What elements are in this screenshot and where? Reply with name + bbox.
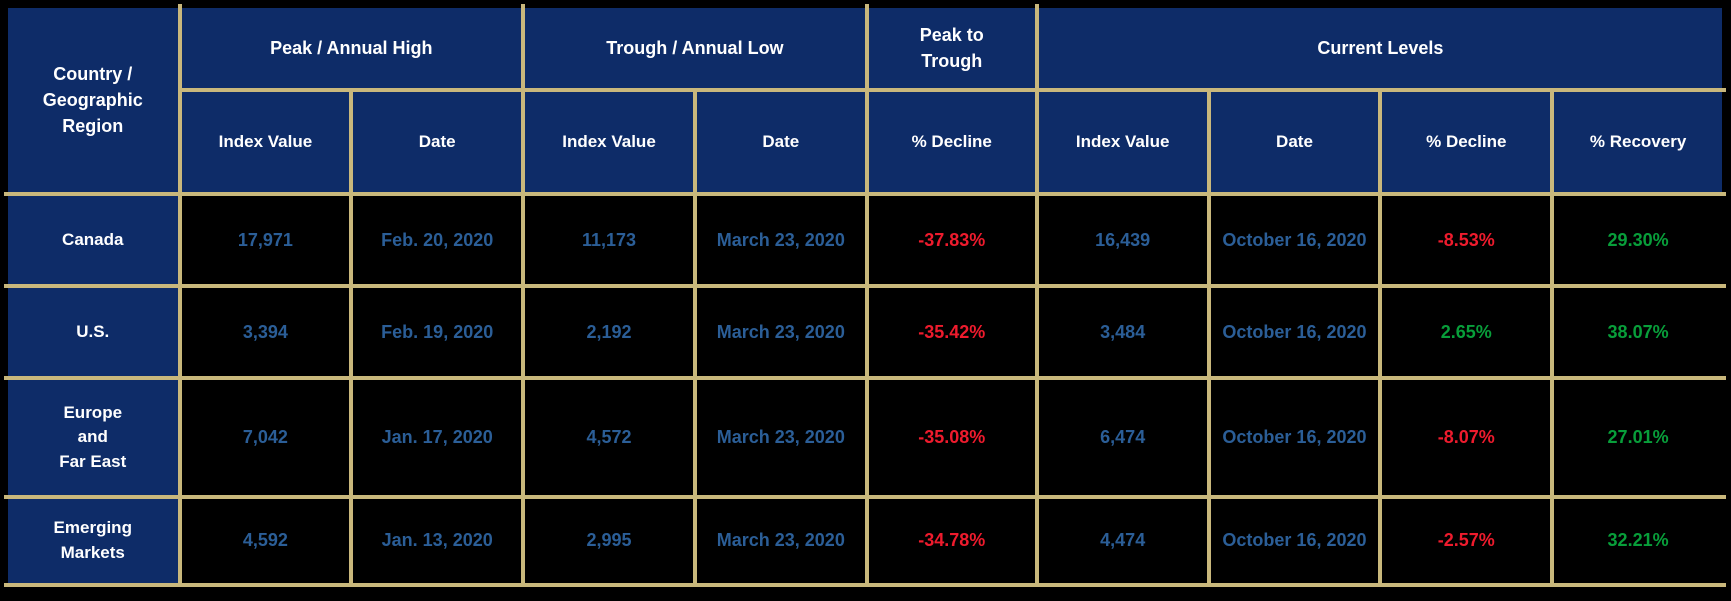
cell-current-decline: -8.07% xyxy=(1378,376,1555,499)
subheader-peak-to-trough-decline: % Decline xyxy=(864,88,1039,196)
cell-peak-date: Feb. 19, 2020 xyxy=(349,284,526,381)
cell-current-index: 3,484 xyxy=(1034,284,1211,381)
cell-current-date: October 16, 2020 xyxy=(1206,494,1383,588)
market-performance-table: Country / Geographic Region Peak / Annua… xyxy=(4,4,1727,588)
cell-trough-date: March 23, 2020 xyxy=(692,494,869,588)
cell-recovery: 32.21% xyxy=(1550,494,1726,588)
cell-current-decline: -2.57% xyxy=(1378,494,1555,588)
cell-peak-index: 17,971 xyxy=(177,191,354,289)
cell-trough-date: March 23, 2020 xyxy=(692,376,869,499)
cell-peak-date: Jan. 13, 2020 xyxy=(349,494,526,588)
row-label-us: U.S. xyxy=(4,284,182,381)
table-row-us: U.S. 3,394 Feb. 19, 2020 2,192 March 23,… xyxy=(4,284,1726,381)
cell-trough-index: 2,995 xyxy=(521,494,697,588)
cell-trough-index: 4,572 xyxy=(521,376,697,499)
header-group-row: Country / Geographic Region Peak / Annua… xyxy=(4,4,1727,196)
cell-current-index: 16,439 xyxy=(1034,191,1211,289)
cell-peak-date: Feb. 20, 2020 xyxy=(349,191,526,289)
header-sub-row: Index Value Date Index Value Date % Decl… xyxy=(6,88,1726,196)
subheader-peak-index-value: Index Value xyxy=(177,88,354,196)
cell-peak-date: Jan. 17, 2020 xyxy=(349,376,526,499)
cell-peak-index: 3,394 xyxy=(177,284,354,381)
cell-peak-to-trough-decline: -35.42% xyxy=(864,284,1039,381)
cell-current-index: 6,474 xyxy=(1034,376,1211,499)
row-label-canada: Canada xyxy=(4,191,182,289)
subheader-current-date: Date xyxy=(1206,88,1383,196)
subheader-current-index-value: Index Value xyxy=(1034,88,1211,196)
cell-peak-to-trough-decline: -37.83% xyxy=(864,191,1039,289)
subheader-current-decline: % Decline xyxy=(1378,88,1555,196)
col-group-current-levels: Current Levels xyxy=(1034,4,1727,92)
cell-current-index: 4,474 xyxy=(1034,494,1211,588)
col-header-country-region: Country / Geographic Region xyxy=(4,4,182,196)
col-group-peak-annual-high: Peak / Annual High xyxy=(177,4,526,92)
col-group-peak-to-trough: Peak to Trough xyxy=(864,4,1039,92)
cell-peak-index: 7,042 xyxy=(177,376,354,499)
row-label-emerging-markets: Emerging Markets xyxy=(4,494,182,588)
cell-trough-index: 2,192 xyxy=(521,284,697,381)
cell-peak-index: 4,592 xyxy=(177,494,354,588)
subheader-recovery: % Recovery xyxy=(1550,88,1726,196)
cell-current-date: October 16, 2020 xyxy=(1206,376,1383,499)
cell-peak-to-trough-decline: -35.08% xyxy=(864,376,1039,499)
cell-current-date: October 16, 2020 xyxy=(1206,284,1383,381)
cell-current-date: October 16, 2020 xyxy=(1206,191,1383,289)
table-row-emerging-markets: Emerging Markets 4,592 Jan. 13, 2020 2,9… xyxy=(4,494,1726,588)
table-row-europe-far-east: Europe and Far East 7,042 Jan. 17, 2020 … xyxy=(4,376,1726,499)
cell-recovery: 38.07% xyxy=(1550,284,1726,381)
cell-recovery: 29.30% xyxy=(1550,191,1726,289)
subheader-peak-date: Date xyxy=(349,88,526,196)
table-row-canada: Canada 17,971 Feb. 20, 2020 11,173 March… xyxy=(4,191,1726,289)
cell-current-decline: 2.65% xyxy=(1378,284,1555,381)
cell-trough-date: March 23, 2020 xyxy=(692,191,869,289)
cell-current-decline: -8.53% xyxy=(1378,191,1555,289)
row-label-europe-far-east: Europe and Far East xyxy=(4,376,182,499)
subheader-trough-date: Date xyxy=(692,88,869,196)
cell-peak-to-trough-decline: -34.78% xyxy=(864,494,1039,588)
cell-trough-index: 11,173 xyxy=(521,191,697,289)
subheader-trough-index-value: Index Value xyxy=(521,88,697,196)
cell-trough-date: March 23, 2020 xyxy=(692,284,869,381)
cell-recovery: 27.01% xyxy=(1550,376,1726,499)
col-group-trough-annual-low: Trough / Annual Low xyxy=(521,4,869,92)
